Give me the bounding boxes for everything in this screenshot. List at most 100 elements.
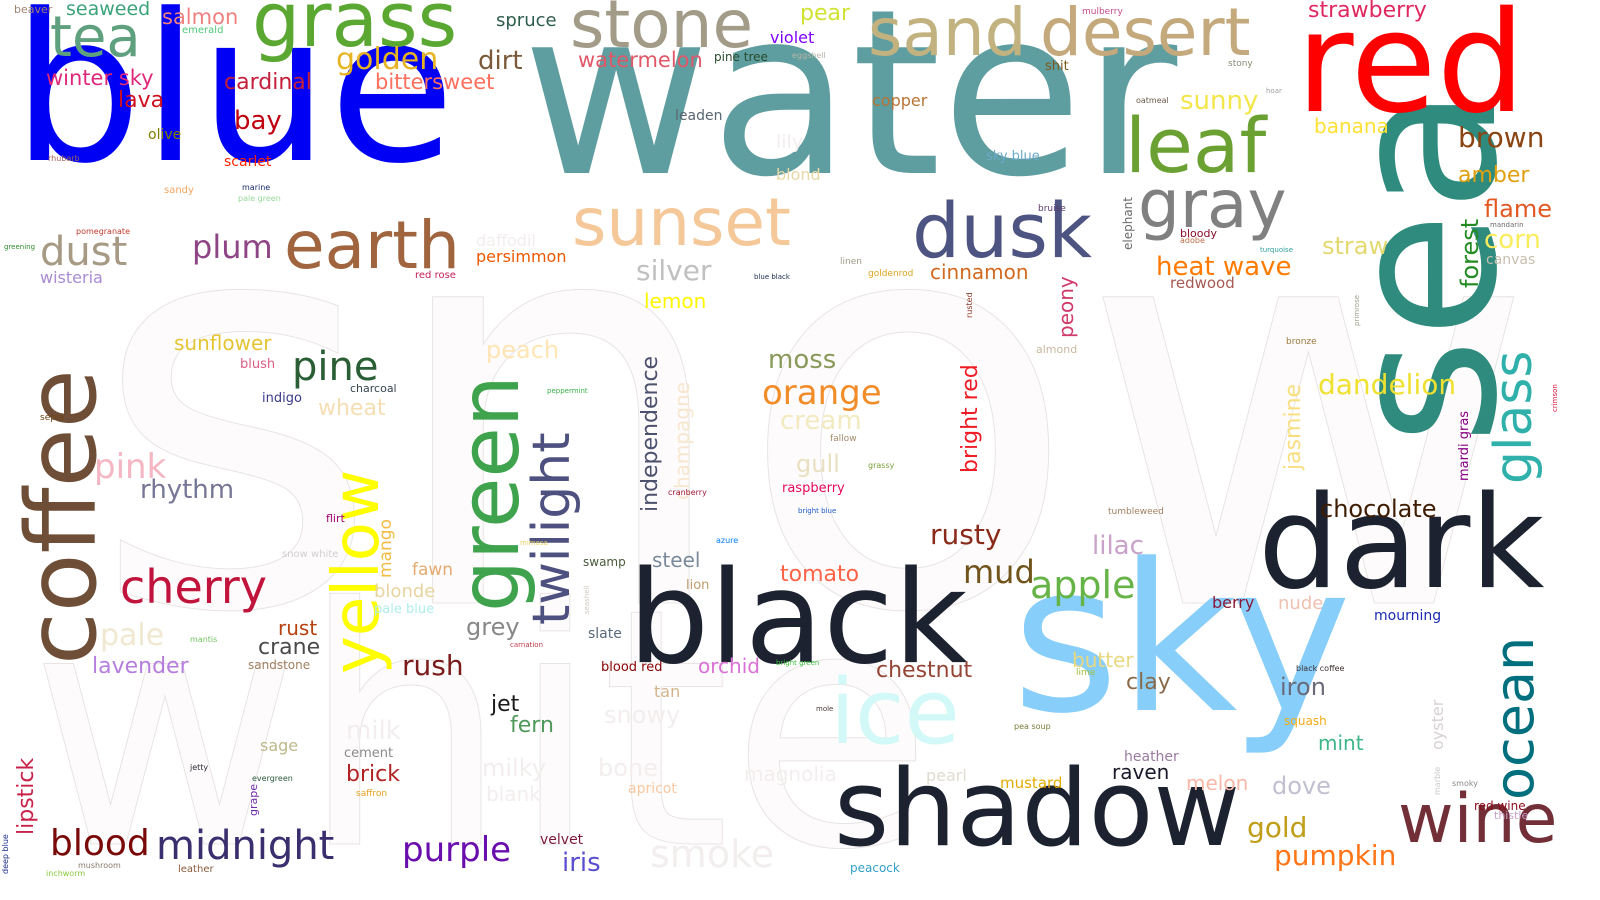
word-persimmon: persimmon (476, 247, 567, 266)
word-jet: jet (491, 692, 520, 717)
word-mourning: mourning (1374, 608, 1442, 624)
word-emerald: emerald (182, 25, 224, 36)
word-scarlet: scarlet (224, 154, 272, 170)
word-green: green (443, 375, 538, 612)
word-seaweed: seaweed (66, 0, 151, 20)
word-dark: dark (1258, 469, 1545, 618)
word-purple: purple (402, 830, 512, 870)
word-lava: lava (118, 88, 165, 113)
word-mimosa: mimosa (520, 539, 548, 547)
word-inchworm: inchworm (46, 869, 86, 878)
word-charcoal: charcoal (350, 382, 397, 395)
word-pine-tree: pine tree (714, 50, 768, 64)
word-ice: ice (830, 660, 960, 765)
word-jetty: jetty (190, 763, 209, 772)
word-rush: rush (402, 649, 464, 682)
word-pale: pale (100, 618, 165, 653)
word-sky-blue: sky blue (986, 149, 1040, 164)
word-gull: gull (796, 450, 840, 478)
word-steel: steel (652, 548, 701, 572)
word-dusk: dusk (912, 186, 1093, 275)
word-chestnut: chestnut (876, 658, 973, 683)
word-shit: shit (1045, 59, 1069, 74)
word-lilac: lilac (1092, 531, 1144, 561)
word-smoke: smoke (650, 832, 775, 876)
word-copper: copper (872, 91, 928, 110)
word-independence: independence (638, 355, 663, 512)
word-crimson: crimson (1551, 384, 1559, 412)
word-grass: grass (252, 0, 458, 64)
word-moss: moss (768, 345, 837, 375)
word-cement: cement (344, 746, 394, 761)
word-hoar: hoar (1266, 87, 1282, 95)
word-magnolia: magnolia (744, 762, 837, 786)
word-blood: blood (50, 823, 150, 864)
word-pearl: pearl (926, 766, 967, 785)
word-redwood: redwood (1170, 274, 1235, 292)
word-black-coffee: black coffee (1296, 664, 1345, 673)
word-almond: almond (1036, 343, 1078, 356)
word-red: red (1296, 0, 1526, 145)
word-mud: mud (963, 553, 1035, 591)
word-peach: peach (486, 336, 560, 364)
word-champagne: champagne (670, 381, 694, 500)
word-heather: heather (1124, 749, 1179, 765)
word-tan: tan (654, 682, 681, 701)
word-orchid: orchid (698, 654, 760, 678)
word-heat-wave: heat wave (1156, 252, 1292, 282)
word-mushroom: mushroom (78, 861, 121, 870)
word-eggshell: eggshell (792, 51, 826, 60)
word-olive: olive (148, 127, 182, 143)
word-peacock: peacock (850, 861, 900, 875)
word-lion: lion (686, 578, 710, 593)
word-thistle: thistle (1494, 809, 1529, 822)
word-sunny: sunny (1180, 86, 1259, 116)
word-pea-soup: pea soup (1014, 722, 1051, 731)
word-mint: mint (1318, 731, 1364, 755)
word-indigo: indigo (262, 391, 302, 406)
word-midnight: midnight (156, 823, 335, 869)
word-mantis: mantis (190, 635, 218, 644)
word-turquoise: turquoise (1260, 246, 1293, 254)
word-elephant: elephant (1121, 197, 1135, 250)
word-apricot: apricot (628, 781, 677, 797)
word-bloody: bloody (1180, 227, 1217, 240)
word-pine: pine (292, 344, 379, 390)
word-seashell: seashell (583, 585, 591, 614)
word-blood-red: blood red (601, 660, 663, 675)
word-water: water (522, 0, 1178, 228)
word-rhubarb: rhubarb (48, 154, 80, 163)
word-lily: lily (776, 131, 804, 153)
word-blue-black: blue black (754, 273, 790, 281)
word-sunset: sunset (572, 184, 791, 261)
word-pale-green: pale green (238, 194, 281, 203)
word-bronze: bronze (1286, 337, 1317, 347)
word-mango: mango (376, 519, 396, 578)
word-marble: marble (1433, 766, 1442, 795)
word-mustard: mustard (1000, 774, 1063, 792)
word-deep-blue: deep blue (1, 834, 10, 874)
word-mardi-gras: mardi gras (1457, 410, 1472, 481)
word-oatmeal: oatmeal (1136, 96, 1169, 105)
word-lavender: lavender (92, 654, 189, 679)
word-silver: silver (636, 254, 712, 287)
word-primrose: primrose (1353, 294, 1361, 326)
word-cardinal: cardinal (224, 70, 312, 95)
word-smoky: smoky (1452, 779, 1478, 788)
word-iron: iron (1280, 673, 1326, 701)
word-fawn: fawn (412, 560, 454, 580)
word-velvet: velvet (540, 832, 584, 848)
word-twilight: twilight (522, 432, 582, 625)
word-glass: glass (1484, 350, 1544, 484)
word-melon: melon (1186, 771, 1249, 795)
word-grassy: grassy (868, 461, 895, 470)
word-greening: greening (4, 243, 36, 251)
word-raspberry: raspberry (782, 481, 845, 496)
word-milky: milky (482, 754, 546, 782)
word-salmon: salmon (162, 5, 239, 29)
word-bone: bone (598, 754, 658, 782)
word-black: black (628, 544, 968, 693)
word-red-rose: red rose (415, 270, 456, 281)
word-corn: corn (1484, 225, 1541, 255)
